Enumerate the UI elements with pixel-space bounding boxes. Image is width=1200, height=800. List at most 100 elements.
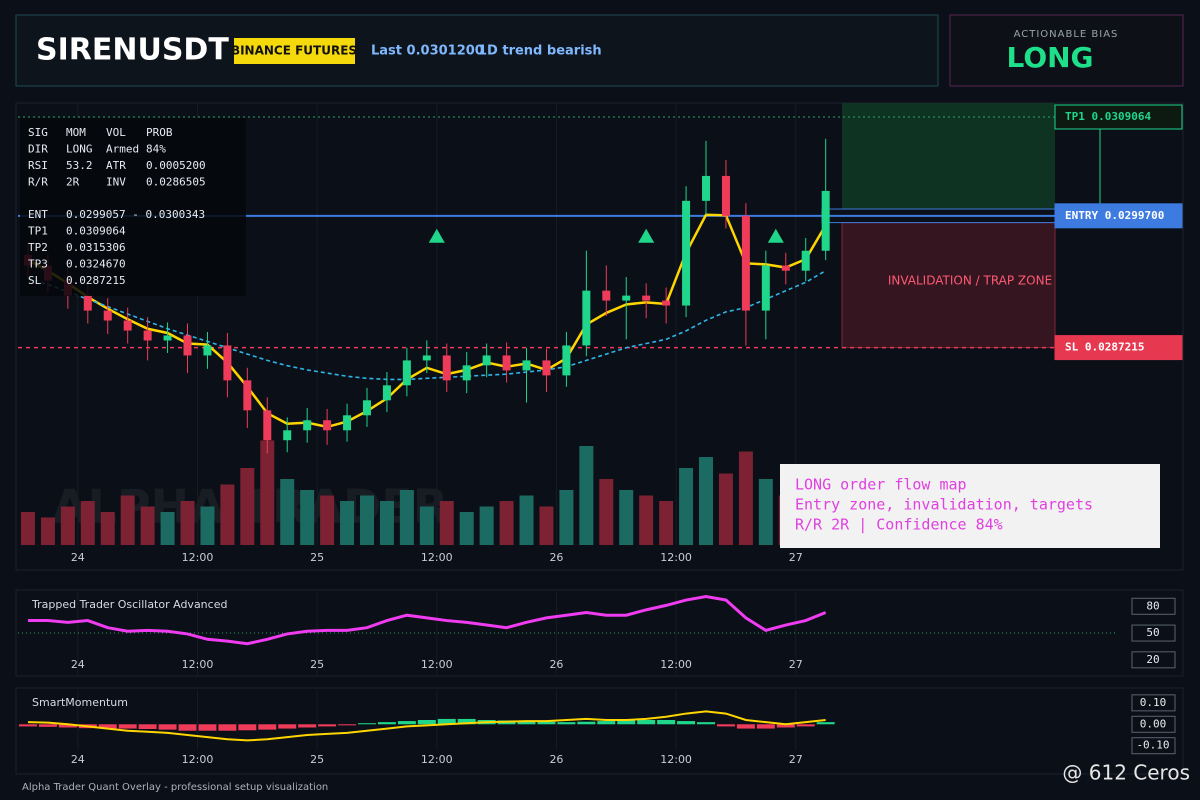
volume-bar: [499, 501, 514, 545]
badge-bg: [234, 38, 355, 64]
volume-bar: [439, 501, 454, 545]
x-tick-label: 25: [310, 753, 324, 766]
candle-body: [642, 295, 651, 301]
signal-marker: [638, 228, 655, 243]
y-tick-label: 20: [1146, 653, 1159, 666]
histogram-bar: [617, 720, 636, 725]
bias-value: LONG: [1006, 41, 1093, 74]
candle-body: [163, 335, 172, 341]
volume-bar: [659, 501, 674, 545]
volume-bar: [359, 495, 374, 545]
x-tick-label: 24: [71, 658, 85, 671]
level-cell: 0.0324670: [66, 258, 126, 271]
info-cell: Armed: [106, 143, 139, 156]
info-cell: MOM: [66, 126, 86, 139]
level-tag: [1054, 335, 1183, 361]
histogram-bar: [238, 724, 257, 731]
histogram-bar: [338, 724, 357, 726]
level-cell: 0.0299057 - 0.0300343: [66, 208, 205, 221]
y-tick-box: [1131, 651, 1176, 669]
credit: @ 612 Ceros: [1062, 761, 1190, 785]
histogram-bar: [298, 724, 317, 728]
volume-bar: [419, 506, 434, 545]
volume-bar: [120, 495, 135, 545]
volume-bar: [619, 490, 634, 545]
histogram-bar: [357, 723, 376, 725]
level-tag: [1054, 104, 1183, 130]
level-cell: TP1: [28, 225, 48, 238]
volume-bar: [160, 512, 175, 545]
volume-bar: [80, 501, 95, 545]
x-tick-label: 25: [310, 551, 324, 564]
volume-bar: [479, 506, 494, 545]
level-cell: TP2: [28, 241, 48, 254]
candle-body: [442, 355, 451, 381]
x-tick-label: 12:00: [182, 658, 214, 671]
candle-body: [323, 420, 332, 431]
histogram-bar: [178, 724, 197, 731]
info-cell: 0.0005200: [146, 159, 206, 172]
volume-bar: [539, 506, 554, 545]
volume-bar: [260, 440, 275, 545]
x-tick-label: 27: [789, 753, 803, 766]
x-tick-label: 12:00: [660, 658, 692, 671]
info-cell: 84%: [146, 143, 166, 156]
x-tick-label: 26: [549, 551, 563, 564]
info-cell: 2R: [66, 176, 80, 189]
x-tick-label: 26: [549, 658, 563, 671]
candle-body: [741, 215, 750, 311]
volume-bar: [679, 468, 694, 545]
candle-body: [283, 430, 292, 441]
level-cell: SL: [28, 274, 42, 287]
candle-body: [702, 175, 711, 201]
chart-layer: 24 12:00 25 12:00 26 12:00 27 INVALIDATION / TR…: [18, 102, 1183, 766]
y-tick-box: [1131, 737, 1176, 755]
candle-body: [781, 265, 790, 271]
trend: 1D trend bearish: [478, 44, 602, 59]
histogram-bar: [816, 722, 835, 725]
volume-bar: [180, 501, 195, 545]
x-tick-label: 12:00: [421, 551, 453, 564]
candle-body: [682, 200, 691, 306]
histogram-bar: [756, 724, 775, 729]
candle-body: [801, 250, 810, 271]
histogram-bar: [796, 724, 815, 727]
candle-body: [143, 330, 152, 341]
candle-body: [622, 295, 631, 301]
volume-bar: [300, 490, 315, 545]
volume-bar: [60, 506, 75, 545]
histogram-bar: [657, 720, 676, 725]
panel-title: Trapped Trader Oscillator Advanced: [31, 598, 227, 611]
candle-body: [662, 300, 671, 306]
signal-marker: [767, 228, 784, 243]
info-cell: VOL: [106, 126, 126, 139]
level-cell: 0.0287215: [66, 274, 126, 287]
annotation-line: Entry zone, invalidation, targets: [795, 496, 1093, 514]
volume-bar: [399, 490, 414, 545]
volume-bar: [40, 517, 55, 545]
histogram-bar: [537, 721, 556, 725]
info-cell: R/R: [28, 176, 48, 189]
volume-bar: [718, 473, 733, 545]
line: [27, 594, 827, 646]
bias-box: [949, 14, 1184, 87]
panel-title: SmartMomentum: [32, 696, 128, 709]
volume-bar: [240, 468, 255, 545]
x-tick-label: 27: [789, 658, 803, 671]
histogram-bar: [138, 724, 157, 729]
candle-body: [243, 380, 252, 411]
histogram-bar: [736, 724, 755, 729]
histogram-bar: [118, 724, 137, 729]
histogram-bar: [198, 724, 217, 731]
x-tick-label: 12:00: [182, 551, 214, 564]
candle-body: [482, 355, 491, 366]
candle-body: [422, 355, 431, 361]
candle-body: [761, 265, 770, 311]
histogram-bar: [677, 721, 696, 725]
y-tick-box: [1131, 715, 1176, 733]
histogram-bar: [58, 724, 77, 728]
candle-body: [522, 360, 531, 371]
histogram-bar: [258, 724, 277, 730]
level-cell: 0.0309064: [66, 225, 126, 238]
